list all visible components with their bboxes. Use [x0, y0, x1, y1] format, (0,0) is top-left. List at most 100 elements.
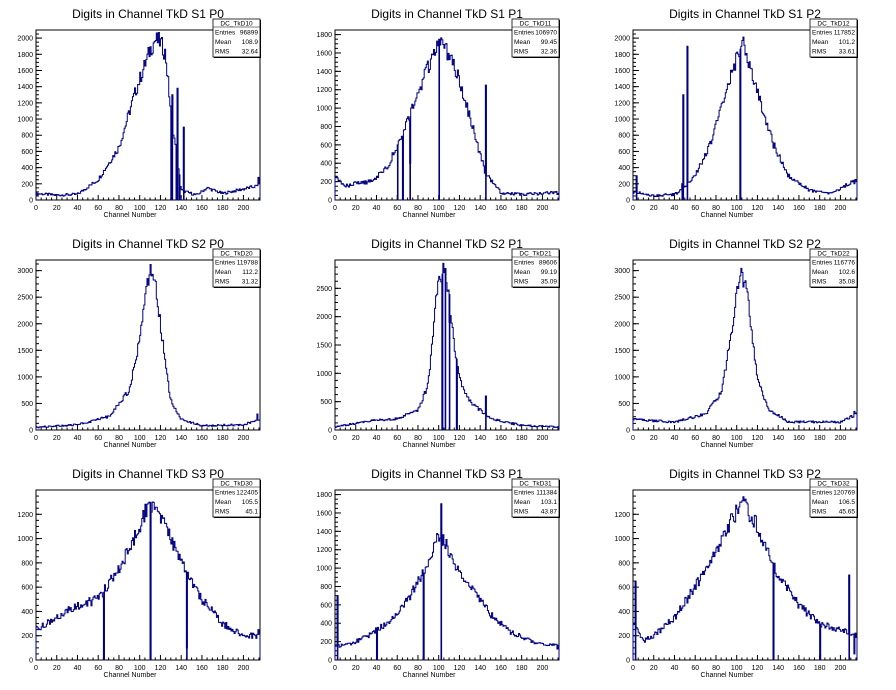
- chart-title: Digits in Channel TkD S2 P1: [371, 237, 523, 251]
- stats-rms-value: 43.87: [541, 509, 558, 516]
- y-tick-label: 1800: [17, 52, 33, 59]
- stats-rms-label: RMS: [514, 49, 529, 56]
- histogram-panel: Digits in Channel TkD S2 P1 0 20 40 60 80 100 1…: [316, 237, 560, 449]
- stats-mean-value: 112.2: [242, 269, 258, 276]
- y-tick-label: 500: [618, 401, 630, 408]
- y-tick-label: 1200: [614, 100, 630, 107]
- y-tick-label: 2000: [17, 36, 33, 43]
- x-tick-label: 80: [115, 435, 123, 442]
- y-tick-label: 1400: [17, 84, 33, 91]
- stats-rms-label: RMS: [812, 509, 827, 516]
- y-tick-label: 200: [320, 179, 332, 186]
- stats-entries-value: 96899: [240, 30, 258, 37]
- x-tick-label: 60: [691, 205, 699, 212]
- x-tick-label: 40: [671, 665, 679, 672]
- y-tick-label: 400: [21, 165, 33, 172]
- x-tick-label: 160: [196, 665, 208, 672]
- plot-frame: [35, 259, 261, 431]
- y-tick-label: 1400: [316, 69, 332, 76]
- y-tick-label: 0: [626, 658, 630, 665]
- x-tick-label: 160: [495, 435, 507, 442]
- chart-title: Digits in Channel TkD S3 P1: [371, 467, 523, 481]
- stats-mean-value: 99.19: [541, 269, 558, 276]
- stats-box-name: DC_TkD21: [519, 251, 552, 258]
- y-tick-label: 1400: [614, 84, 630, 91]
- x-tick-label: 60: [393, 435, 401, 442]
- stats-box: DC_TkD31 Entries 111384 Mean 103.1 RMS 43.87: [511, 478, 560, 518]
- stats-entries-value: 122405: [236, 490, 258, 497]
- stats-rms-value: 32.64: [242, 49, 259, 56]
- y-tick-label: 1600: [614, 68, 630, 75]
- stats-box: DC_TkD12 Entries 117852 Mean 101.2 RMS 33.61: [809, 18, 858, 58]
- stats-mean-label: Mean: [215, 39, 232, 46]
- x-tick-label: 80: [414, 665, 422, 672]
- x-tick-label: 20: [352, 205, 360, 212]
- stats-mean-label: Mean: [812, 269, 829, 276]
- y-tick-label: 600: [320, 602, 332, 609]
- x-tick-label: 0: [34, 435, 38, 442]
- x-tick-label: 60: [94, 665, 102, 672]
- x-tick-label: 0: [631, 435, 635, 442]
- x-tick-label: 40: [373, 435, 381, 442]
- x-tick-label: 0: [333, 205, 337, 212]
- histogram-series: [35, 264, 261, 430]
- y-tick-label: 0: [29, 198, 33, 205]
- histogram-series: [632, 36, 858, 201]
- histogram-panel: Digits in Channel TkD S2 P0 0 20 40 60 80 100 1…: [17, 237, 261, 449]
- y-tick-label: 2000: [17, 321, 33, 328]
- x-tick-label: 200: [835, 435, 847, 442]
- x-tick-label: 100: [433, 665, 445, 672]
- x-tick-label: 200: [238, 205, 250, 212]
- x-tick-label: 200: [835, 665, 847, 672]
- stats-rms-label: RMS: [215, 279, 230, 286]
- stats-rms-label: RMS: [514, 509, 529, 516]
- x-tick-label: 80: [414, 435, 422, 442]
- x-tick-label: 80: [115, 205, 123, 212]
- x-tick-label: 120: [752, 205, 764, 212]
- x-tick-label: 140: [175, 205, 187, 212]
- x-tick-label: 140: [772, 435, 784, 442]
- y-tick-label: 1000: [316, 566, 332, 573]
- y-tick-label: 2000: [614, 36, 630, 43]
- stats-rms-label: RMS: [812, 279, 827, 286]
- x-axis-label: Channel Number: [104, 672, 158, 679]
- histogram-panel: Digits in Channel TkD S3 P1 0 20 40 60 80 100 1…: [316, 467, 560, 679]
- stats-box: DC_TkD11 Entries 106970 Mean 99.45 RMS 32.36: [511, 18, 560, 58]
- y-tick-label: 0: [328, 198, 332, 205]
- histogram-panel: Digits in Channel TkD S2 P2 0 20 40 60 80 100 1…: [614, 237, 858, 449]
- x-tick-label: 40: [373, 665, 381, 672]
- x-tick-label: 200: [537, 665, 549, 672]
- x-tick-label: 140: [772, 665, 784, 672]
- y-tick-label: 1500: [614, 348, 630, 355]
- x-tick-label: 120: [752, 665, 764, 672]
- x-tick-label: 40: [74, 665, 82, 672]
- x-tick-label: 40: [74, 205, 82, 212]
- y-tick-label: 2500: [17, 295, 33, 302]
- y-tick-label: 2500: [316, 286, 332, 293]
- y-tick-label: 500: [21, 401, 33, 408]
- stats-entries-label: Entries: [514, 490, 535, 497]
- stats-box-name: DC_TkD20: [220, 251, 253, 258]
- y-tick-label: 600: [320, 142, 332, 149]
- y-tick-label: 1000: [17, 374, 33, 381]
- y-tick-label: 1000: [614, 374, 630, 381]
- histogram-series: [334, 262, 560, 431]
- x-tick-label: 120: [752, 435, 764, 442]
- x-tick-label: 20: [352, 435, 360, 442]
- y-tick-label: 800: [21, 560, 33, 567]
- y-tick-label: 400: [618, 165, 630, 172]
- stats-rms-value: 45.65: [839, 509, 856, 516]
- stats-mean-label: Mean: [215, 269, 232, 276]
- x-tick-label: 140: [474, 435, 486, 442]
- histogram-series: [632, 496, 858, 661]
- stats-mean-label: Mean: [812, 499, 829, 506]
- stats-entries-label: Entries: [215, 260, 236, 267]
- x-tick-label: 40: [671, 435, 679, 442]
- y-tick-label: 0: [29, 428, 33, 435]
- x-tick-label: 140: [772, 205, 784, 212]
- x-tick-label: 100: [731, 435, 743, 442]
- x-tick-label: 20: [352, 665, 360, 672]
- stats-entries-value: 117852: [834, 30, 856, 37]
- y-tick-label: 800: [320, 124, 332, 131]
- x-tick-label: 120: [155, 435, 167, 442]
